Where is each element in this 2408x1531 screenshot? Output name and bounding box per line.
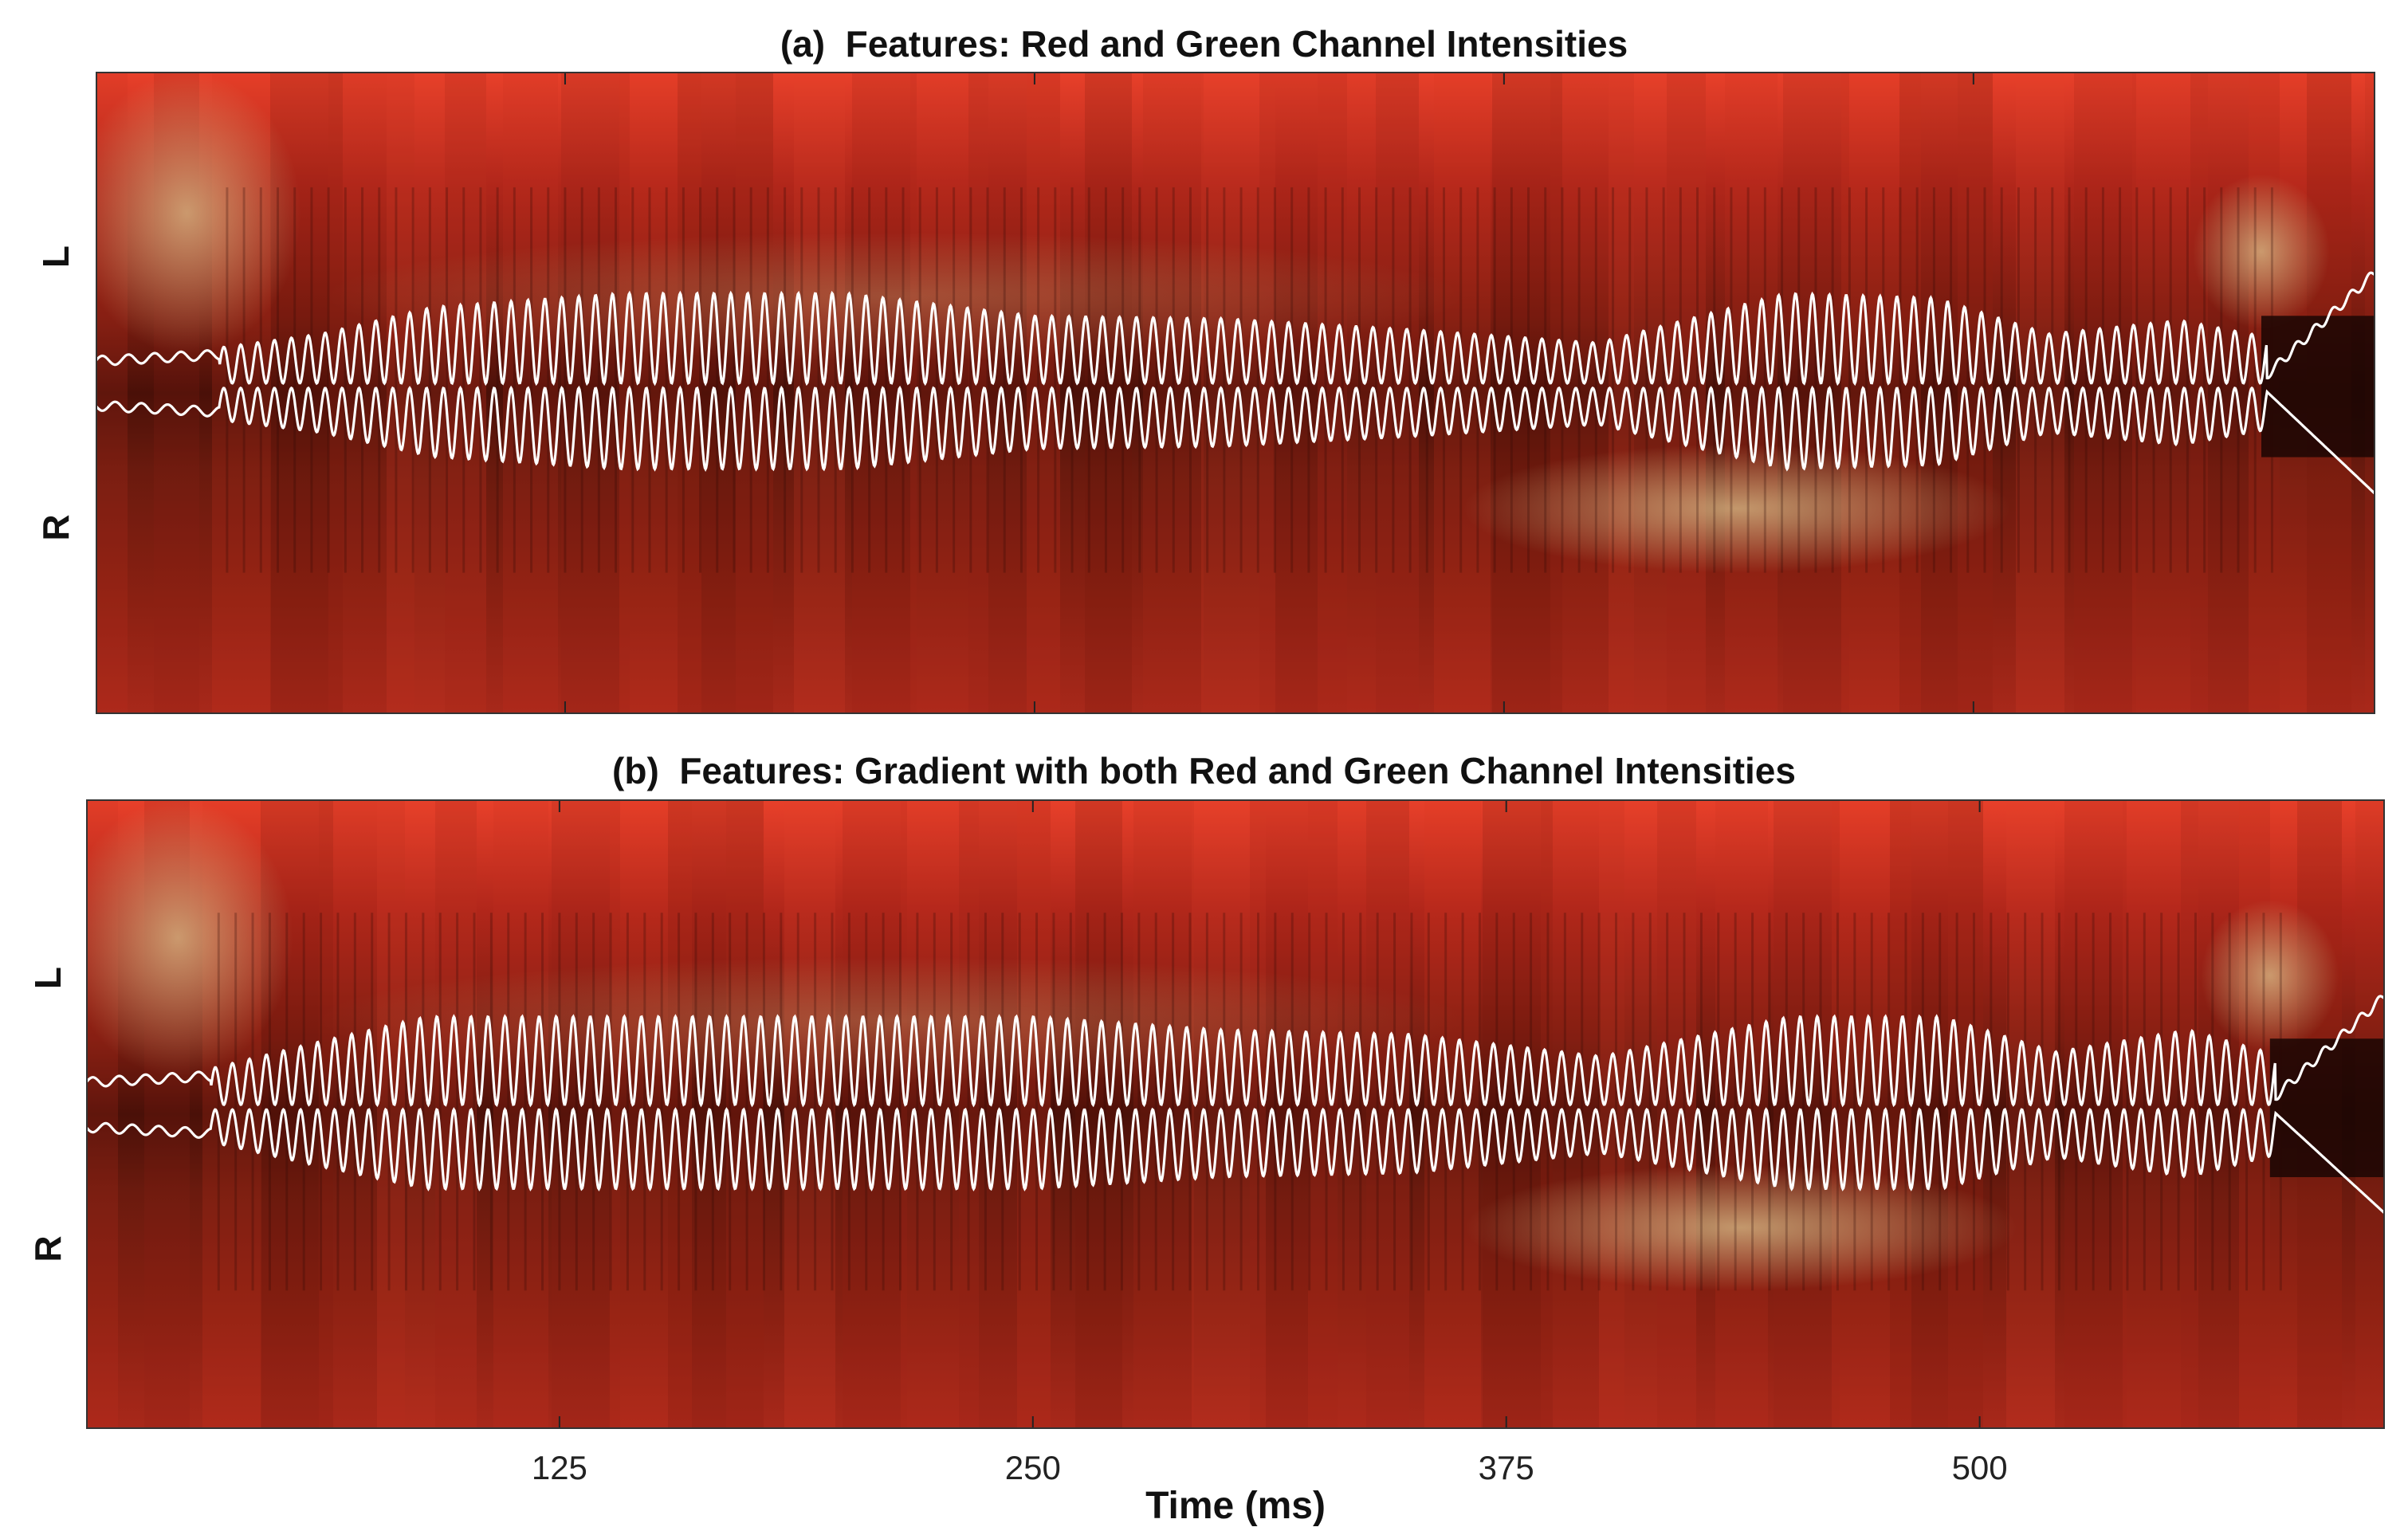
x-axis-label: Time (ms): [1145, 1485, 1326, 1527]
panel-b-title: (b) Features: Gradient with both Red and…: [612, 750, 1796, 791]
plot-frame: [86, 799, 2385, 1429]
panel-a-plot: [96, 72, 2375, 714]
heatmap-dark-end: [2261, 316, 2375, 457]
trace-right-fold: [96, 385, 2375, 496]
x-tick-label-3: 500: [1951, 1449, 2008, 1486]
heatmap-dark-end: [2269, 1038, 2385, 1177]
heatmap-striations: [217, 913, 2282, 1291]
panel-b-ylabel-r: R: [27, 1235, 69, 1262]
x-tick-label-2: 375: [1478, 1449, 1534, 1486]
heatmap-striations: [226, 187, 2273, 573]
panel-a-ylabel-r: R: [35, 514, 77, 541]
trace-left-fold: [96, 271, 2375, 387]
trace-right-fold: [86, 1106, 2385, 1215]
x-tick-label-0: 125: [531, 1449, 587, 1486]
trace-left-fold: [86, 995, 2385, 1108]
plot-frame: [96, 72, 2375, 714]
x-tick-label-1: 250: [1004, 1449, 1061, 1486]
panel-a-title: (a) Features: Red and Green Channel Inte…: [780, 23, 1628, 65]
panel-b-ylabel-l: L: [27, 966, 69, 990]
panel-b-plot: [86, 799, 2385, 1429]
panel-a-ylabel-l: L: [35, 245, 77, 269]
